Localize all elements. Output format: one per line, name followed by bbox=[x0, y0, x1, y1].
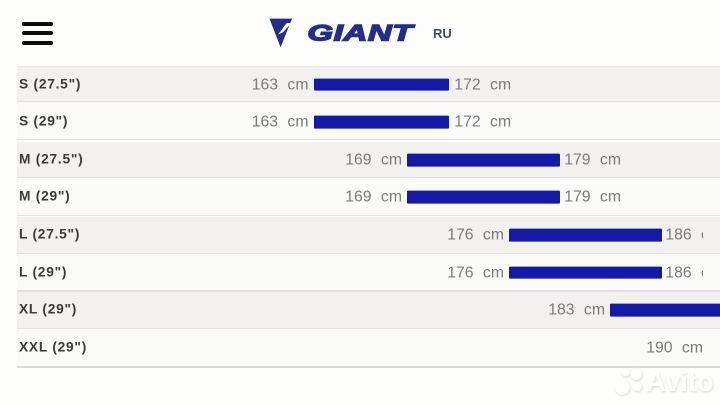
svg-text:Avito: Avito bbox=[646, 366, 714, 397]
svg-text:GIANT: GIANT bbox=[308, 21, 416, 46]
svg-text:RU: RU bbox=[433, 26, 452, 41]
